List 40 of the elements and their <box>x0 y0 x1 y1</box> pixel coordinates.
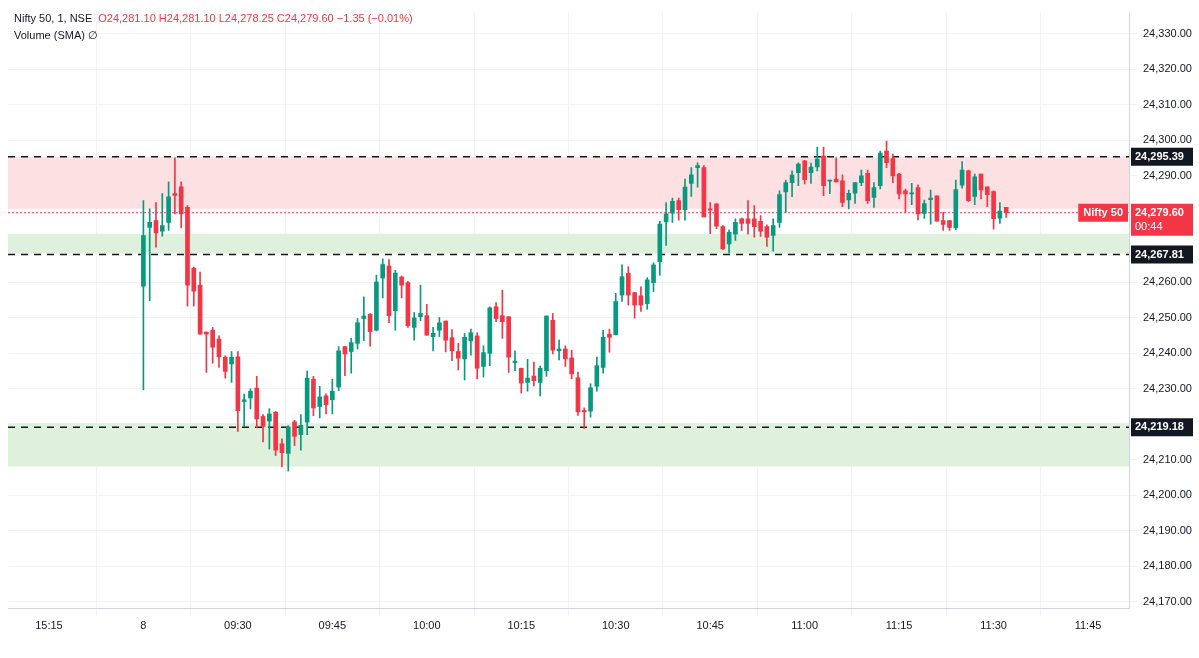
y-tick-label: 24,250.00 <box>1143 310 1192 323</box>
x-tick-label: 10:30 <box>601 619 630 632</box>
x-tick-label: 11:15 <box>885 619 913 632</box>
y-tick-label: 24,310.00 <box>1143 97 1192 110</box>
candlestick <box>147 208 153 302</box>
ref-line-label: 24,295.39 <box>1135 149 1184 162</box>
candlestick <box>241 393 247 427</box>
y-tick-label: 24,180.00 <box>1143 559 1192 572</box>
x-tick-label: 11:30 <box>980 619 1007 632</box>
text: 00:44 <box>1135 219 1163 232</box>
y-tick-label: 24,230.00 <box>1143 381 1192 394</box>
y-tick-label: 24,210.00 <box>1143 452 1192 465</box>
chart-title: Nifty 50, 1, NSE <box>14 12 93 24</box>
y-tick-label: 24,170.00 <box>1143 594 1192 607</box>
x-tick-label: 11:45 <box>1074 619 1102 632</box>
candlestick <box>159 193 165 237</box>
x-tick-label: 09:45 <box>318 619 347 632</box>
candlestick <box>581 407 587 429</box>
x-tick-label: 10:00 <box>413 619 441 632</box>
x-tick-label: 09:30 <box>224 619 252 632</box>
ref-line-label: 24,279.60 <box>1135 205 1184 218</box>
annotation: O24,281.10 H24,281.10 L24,278.25 C24,279.60 −1.35 (−0.01%) <box>98 12 413 24</box>
ref-line-label: 24,267.81 <box>1135 247 1184 260</box>
y-tick-label: 24,300.00 <box>1143 133 1192 146</box>
y-tick-label: 24,200.00 <box>1143 488 1192 501</box>
x-tick-label: 11:00 <box>791 619 819 632</box>
annotation: Volume (SMA) ∅ <box>14 28 99 43</box>
y-tick-label: 24,260.00 <box>1143 275 1192 288</box>
x-tick-label: 10:15 <box>507 619 536 632</box>
candlestick <box>361 296 367 341</box>
ref-line-label: 24,219.18 <box>1135 420 1184 433</box>
x-tick-label: 8 <box>140 619 147 632</box>
annotation: Nifty 50 <box>1083 205 1124 218</box>
y-tick-label: 24,290.00 <box>1143 168 1192 181</box>
y-tick-label: 24,240.00 <box>1143 346 1192 359</box>
x-tick-label: 10:45 <box>696 619 724 632</box>
y-tick-label: 24,320.00 <box>1143 62 1192 75</box>
x-tick-label: 15:15 <box>35 619 63 632</box>
y-tick-label: 24,190.00 <box>1143 523 1192 536</box>
y-tick-label: 24,330.00 <box>1143 26 1192 39</box>
